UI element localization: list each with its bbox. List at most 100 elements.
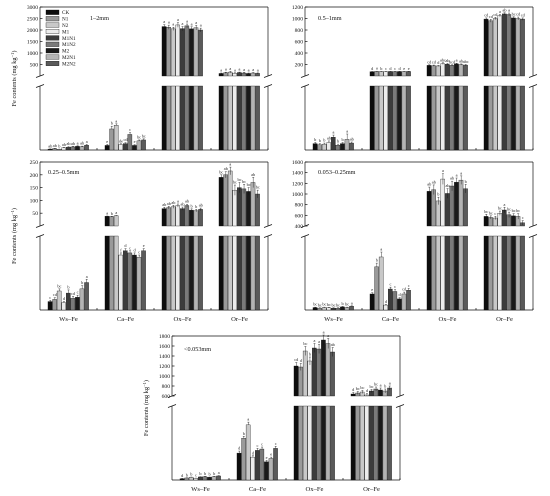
x-category-label: Ca–Fe xyxy=(382,316,399,323)
legend-swatch-M1N1 xyxy=(45,35,60,41)
bar-CK xyxy=(104,145,110,151)
x-category-label: Ca–Fe xyxy=(117,316,134,323)
y-tick-label: 1200 xyxy=(292,5,303,11)
bar-N1 xyxy=(488,235,493,311)
axis-break-mark xyxy=(395,394,405,398)
bar-M2N1 xyxy=(401,71,407,77)
significance-letter: d xyxy=(437,60,440,65)
axis-break-mark xyxy=(528,74,538,78)
bar-M2 xyxy=(321,339,326,397)
bar-N2 xyxy=(170,85,176,151)
bar-M2 xyxy=(454,235,459,311)
bar-CK xyxy=(312,307,318,311)
significance-letter: e xyxy=(403,66,405,71)
bar-M1N1 xyxy=(445,193,450,227)
bar-N1 xyxy=(223,72,228,77)
panel-title: 0.053–0.25mm xyxy=(318,169,356,176)
significance-letter: c xyxy=(390,282,392,287)
bar-M2N1 xyxy=(193,85,199,151)
bar-M1N1 xyxy=(445,235,450,311)
bar-M2N1 xyxy=(458,64,464,77)
bar-M2N2 xyxy=(84,282,89,311)
significance-letter: a xyxy=(323,330,325,335)
bar-N1 xyxy=(355,405,360,481)
y-tick-label: 1000 xyxy=(292,17,303,23)
bar-M1N1 xyxy=(123,250,128,311)
bar-M2N2 xyxy=(330,351,335,397)
significance-letter: c xyxy=(394,284,396,289)
bar-M1N1 xyxy=(237,187,242,227)
y-tick-label: 3000 xyxy=(27,5,38,11)
bar-M2 xyxy=(75,146,80,151)
significance-letter: c xyxy=(494,211,496,216)
significance-letter: ab xyxy=(162,202,166,207)
bar-M1N2 xyxy=(335,307,341,311)
y-axis-label-unit-exponent: −1 xyxy=(10,210,15,215)
bar-M1N2 xyxy=(506,85,512,151)
bar-M2N1 xyxy=(250,235,256,311)
bar-CK xyxy=(483,235,489,311)
significance-letter: d xyxy=(399,292,402,297)
bar-CK xyxy=(104,216,110,227)
bar-M1 xyxy=(250,456,255,481)
bar-M2N2 xyxy=(463,188,468,227)
bar-N2 xyxy=(170,206,176,227)
bar-M2N1 xyxy=(250,182,256,227)
significance-letter: a xyxy=(182,21,184,26)
bar-M2N1 xyxy=(193,210,199,227)
significance-letter: ab xyxy=(66,141,70,146)
bar-CK xyxy=(47,148,53,151)
significance-letter: a xyxy=(456,58,458,63)
significance-letter: ab xyxy=(445,183,449,188)
significance-letter: bc xyxy=(247,182,251,187)
y-axis-label-close: ) xyxy=(143,380,150,382)
bar-M2N1 xyxy=(382,405,388,481)
x-category-label: Or–Fe xyxy=(363,486,380,493)
significance-letter: bc xyxy=(345,302,349,307)
significance-letter: c xyxy=(49,295,51,300)
bar-CK xyxy=(47,301,53,311)
bar-M2 xyxy=(454,85,459,151)
y-tick-label: 800 xyxy=(162,384,171,390)
y-tick-label: 400 xyxy=(295,224,304,230)
bar-M2 xyxy=(246,235,251,311)
y-tick-label: 150 xyxy=(30,186,39,192)
bar-M2N1 xyxy=(515,18,521,77)
bar-M1N1 xyxy=(502,85,507,151)
significance-letter: a xyxy=(225,67,227,72)
significance-letter: b xyxy=(384,384,386,389)
significance-letter: ab xyxy=(459,58,463,63)
significance-letter: b xyxy=(195,204,197,209)
significance-letter: b xyxy=(380,66,382,71)
bar-M1N2 xyxy=(449,235,455,311)
bar-CK xyxy=(161,208,167,227)
bar-M1N2 xyxy=(449,65,455,77)
x-category-label: Ox–Fe xyxy=(174,316,192,323)
significance-letter: c xyxy=(257,443,259,448)
bar-CK xyxy=(218,85,224,151)
significance-letter: b xyxy=(437,192,439,197)
bar-M1N2 xyxy=(316,405,322,481)
bar-N1 xyxy=(166,235,171,311)
legend-swatch-M1 xyxy=(45,29,60,34)
significance-letter: ab xyxy=(180,202,184,207)
bar-M2N1 xyxy=(193,235,199,311)
bar-M1N1 xyxy=(331,137,336,151)
bar-N2 xyxy=(56,290,62,311)
significance-letter: bc xyxy=(374,382,378,387)
significance-letter: a xyxy=(376,66,378,71)
y-tick-label: 1000 xyxy=(292,192,303,198)
significance-letter: b xyxy=(67,284,69,289)
bar-M1 xyxy=(383,304,388,311)
bar-M1N2 xyxy=(449,185,455,227)
significance-letter: bc xyxy=(318,302,322,307)
bar-M1 xyxy=(307,405,312,481)
bar-N1 xyxy=(184,477,189,481)
significance-letter: cd xyxy=(489,14,494,19)
significance-letter: a xyxy=(247,417,249,422)
bar-M2N2 xyxy=(463,64,468,77)
bar-M2N2 xyxy=(198,29,203,77)
